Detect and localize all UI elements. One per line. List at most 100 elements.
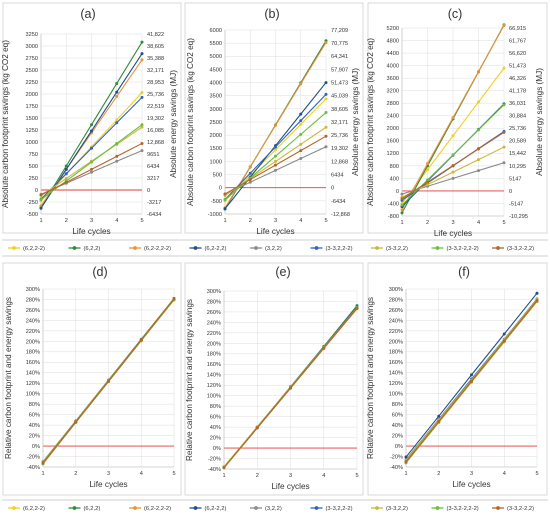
series-point-9 <box>140 141 144 145</box>
y-tick-label: -20% <box>27 454 40 460</box>
y2-tick-label: 0 <box>147 188 150 194</box>
legend-swatch-dot <box>254 246 258 250</box>
y-tick-label: 3600 <box>387 76 399 82</box>
series-point-2 <box>140 40 144 44</box>
y-tick-label: 0% <box>395 444 403 450</box>
y2-tick-label: 3217 <box>147 176 159 182</box>
series-point-9 <box>322 346 326 350</box>
y-tick-label: 240% <box>207 320 221 326</box>
panel-frame <box>184 2 364 234</box>
x-tick-label: 1 <box>400 220 403 226</box>
y-tick-label: 1750 <box>26 104 38 110</box>
series-point-9 <box>41 461 45 465</box>
y2-tick-label: -10,295 <box>509 214 528 220</box>
legend-swatch-dot <box>72 246 77 250</box>
series-point-9 <box>451 164 455 168</box>
y2-tick-label: 64,341 <box>331 54 348 60</box>
y-tick-label: 100% <box>207 394 221 400</box>
panel-frame <box>367 2 548 234</box>
y-tick-label: 260% <box>389 308 403 314</box>
y-tick-label: 0 <box>396 189 399 195</box>
y-tick-label: 220% <box>26 329 40 335</box>
y-tick-label: 2000 <box>387 126 399 132</box>
series-point-9 <box>274 163 277 167</box>
series-point-5 <box>299 157 303 161</box>
y2-tick-label: -6434 <box>331 199 345 205</box>
legend-swatch-dot <box>375 246 379 250</box>
series-point-1 <box>426 168 429 172</box>
legend-swatch-dot <box>496 246 500 250</box>
series-point-3 <box>502 23 506 27</box>
y-tick-label: 200% <box>26 339 40 345</box>
series-point-6 <box>90 146 93 150</box>
x-tick-label: 2 <box>437 471 440 477</box>
series-point-5 <box>140 149 144 153</box>
series-point-3 <box>426 162 429 166</box>
y-tick-label: 3000 <box>26 44 38 50</box>
legend-swatch-dot <box>375 506 379 510</box>
x-axis-label: Life cycles <box>89 480 127 489</box>
y2-tick-label: 56,620 <box>509 51 526 57</box>
y-tick-label: 2000 <box>26 92 38 98</box>
series-point-1 <box>502 66 506 70</box>
series-point-9 <box>404 460 408 464</box>
legend-swatch-dot <box>133 246 137 250</box>
legend-label: (3-3,2-2,2) <box>507 506 534 512</box>
legend-label: (3-3,2-2,2) <box>507 246 534 252</box>
y2-tick-label: 41,822 <box>147 32 164 38</box>
y-tick-label: 100% <box>389 392 403 398</box>
y-tick-label: 1000 <box>210 159 222 165</box>
legend-label: (3,2,2) <box>265 246 282 252</box>
y-tick-label: 200% <box>207 341 221 347</box>
y-tick-label: 60% <box>210 415 221 421</box>
y2-tick-label: 35,388 <box>147 56 164 62</box>
series-point-4 <box>404 455 408 459</box>
panel-frame <box>2 262 182 496</box>
y-tick-label: 240% <box>389 318 403 324</box>
y-tick-label: 220% <box>207 331 221 337</box>
y-tick-label: -500 <box>211 199 222 205</box>
x-axis-label: Life cycles <box>452 480 490 489</box>
y-tick-label: 2750 <box>26 56 38 62</box>
y-tick-label: 160% <box>207 362 221 368</box>
y-tick-label: 160% <box>389 360 403 366</box>
series-point-6 <box>274 145 277 149</box>
series-point-7 <box>426 183 429 187</box>
y-tick-label: 20% <box>29 433 40 439</box>
x-tick-label: 4 <box>140 471 143 477</box>
y-tick-label: 800 <box>390 164 399 170</box>
y-tick-label: 40% <box>210 425 221 431</box>
x-tick-label: 2 <box>426 220 429 226</box>
legend-swatch-dot <box>496 506 500 510</box>
y-tick-label: 3200 <box>387 89 399 95</box>
legend-label: (6,2-2,2) <box>205 246 227 252</box>
y-tick-label: 3500 <box>210 94 222 100</box>
y-axis-label: Absolute carbon footprint savings (kg CO… <box>1 40 10 208</box>
series-point-7 <box>324 125 328 129</box>
panel-title: (f) <box>458 265 470 279</box>
x-tick-label: 1 <box>223 218 226 224</box>
chart-panel-3: -800 -400 0 400 800 1200 1600 2000 2400 2800 3200 3… <box>366 2 548 238</box>
x-tick-label: 4 <box>115 218 118 224</box>
y2-tick-label: 6434 <box>147 164 159 170</box>
y-tick-label: 300% <box>207 289 221 295</box>
y-tick-label: -400 <box>388 201 399 207</box>
y2-tick-label: 32,171 <box>331 120 348 126</box>
y2-tick-label: 12,868 <box>331 159 348 165</box>
legend-top: (6,2,2-2) (6,2,2) (6,2-2,2-2) (6,2-2,2) (3,2… <box>8 246 534 252</box>
y-tick-label: -40% <box>27 465 40 471</box>
y-tick-label: 4000 <box>210 80 222 86</box>
series-point-8 <box>299 132 303 136</box>
legend-label: (6,2,2-2) <box>23 246 45 252</box>
series-point-9 <box>74 420 78 424</box>
series-point-1 <box>115 118 119 122</box>
x-tick-label: 2 <box>249 218 252 224</box>
y2-tick-label: -12,868 <box>331 212 350 218</box>
legend-label: (6,2-2,2) <box>205 506 227 512</box>
legend-bottom: (6,2,2-2) (6,2,2) (6,2-2,2-2) (6,2-2,2) (3,2… <box>8 506 534 512</box>
y-tick-label: 0% <box>213 446 221 452</box>
series-point-1 <box>324 97 328 101</box>
panel-frame <box>2 2 182 234</box>
series-point-8 <box>426 178 429 182</box>
x-axis-label: Life cycles <box>256 227 294 236</box>
